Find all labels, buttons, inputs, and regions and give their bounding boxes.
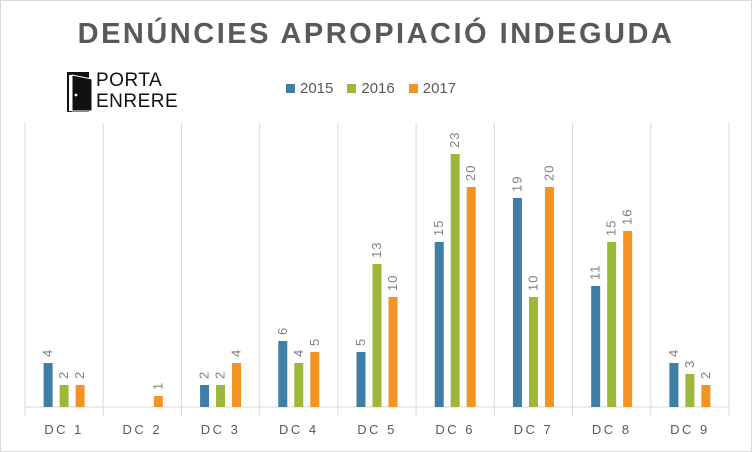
data-label-dc-9-2016: 3 — [682, 360, 697, 368]
data-label-dc-4-2017: 5 — [307, 338, 322, 346]
data-label-dc-2-2017: 1 — [150, 382, 165, 390]
bar-dc-9-2017 — [701, 385, 711, 407]
bar-dc-1-2016 — [59, 385, 69, 407]
x-tick-label-dc-4: DC 4 — [279, 422, 319, 437]
legend-label-2015: 2015 — [300, 80, 334, 97]
x-tick-label-dc-8: DC 8 — [592, 422, 632, 437]
legend-label-2017: 2017 — [422, 80, 457, 97]
logo-text-porta: PORTA — [96, 70, 163, 91]
bar-dc-5-2017 — [388, 297, 398, 407]
legend-item-2015: 2015 — [286, 80, 333, 97]
data-label-dc-3-2015: 2 — [197, 371, 212, 379]
bar-dc-7-2015 — [512, 198, 522, 407]
data-label-dc-9-2017: 2 — [698, 371, 713, 379]
logo-text-enrere: ENRERE — [96, 91, 179, 112]
data-label-dc-4-2016: 4 — [291, 349, 306, 357]
data-label-dc-6-2016: 23 — [447, 132, 462, 148]
x-tick-label-dc-5: DC 5 — [357, 422, 397, 437]
x-tick-label-dc-7: DC 7 — [514, 422, 554, 437]
bar-dc-7-2017 — [544, 187, 554, 407]
bar-dc-8-2015 — [591, 286, 601, 407]
legend-swatch-2017 — [408, 84, 418, 93]
data-label-dc-8-2017: 16 — [620, 209, 635, 225]
bar-dc-8-2017 — [623, 231, 633, 407]
bar-dc-9-2015 — [669, 363, 679, 407]
chart-title: DENÚNCIES APROPIACIÓ INDEGUDA — [77, 18, 675, 50]
legend-swatch-2015 — [286, 84, 295, 93]
bar-dc-6-2017 — [466, 187, 476, 407]
data-label-dc-6-2017: 20 — [463, 165, 478, 181]
data-label-dc-1-2015: 4 — [40, 349, 55, 357]
data-label-dc-8-2015: 11 — [588, 265, 603, 281]
bar-dc-1-2015 — [43, 363, 53, 407]
bar-dc-1-2017 — [75, 385, 85, 407]
data-label-dc-3-2017: 4 — [229, 349, 244, 357]
porta-enrere-logo: PORTA ENRERE — [66, 70, 178, 114]
bar-dc-4-2015 — [278, 341, 288, 407]
legend-label-2016: 2016 — [361, 80, 395, 97]
data-label-dc-6-2015: 15 — [431, 220, 446, 236]
bar-dc-3-2015 — [200, 385, 210, 407]
x-tick-label-dc-3: DC 3 — [201, 422, 241, 437]
bar-dc-9-2016 — [685, 374, 695, 407]
data-label-dc-5-2015: 5 — [353, 338, 368, 346]
data-label-dc-1-2016: 2 — [56, 371, 71, 379]
data-label-dc-7-2015: 19 — [509, 176, 524, 192]
data-label-dc-1-2017: 2 — [72, 371, 87, 379]
bar-dc-6-2016 — [450, 154, 460, 407]
bar-dc-4-2016 — [294, 363, 304, 407]
bar-dc-3-2016 — [216, 385, 226, 407]
data-label-dc-3-2016: 2 — [213, 371, 228, 379]
data-label-dc-8-2016: 15 — [604, 220, 619, 236]
legend-swatch-2016 — [347, 84, 357, 93]
bar-dc-8-2016 — [607, 242, 617, 407]
x-tick-label-dc-2: DC 2 — [123, 422, 163, 437]
chart-legend: 2015 2016 2017 — [286, 80, 456, 97]
data-label-dc-7-2016: 10 — [525, 275, 540, 291]
x-tick-label-dc-1: DC 1 — [44, 422, 84, 437]
data-label-dc-5-2017: 10 — [385, 275, 400, 291]
bar-dc-5-2015 — [356, 352, 366, 407]
data-label-dc-7-2017: 20 — [541, 165, 556, 181]
bar-dc-2-2017 — [153, 396, 163, 407]
data-label-dc-9-2015: 4 — [666, 349, 681, 357]
bar-dc-4-2017 — [310, 352, 320, 407]
bar-dc-3-2017 — [232, 363, 242, 407]
x-tick-label-dc-6: DC 6 — [435, 422, 475, 437]
bar-dc-6-2015 — [434, 242, 444, 407]
door-icon — [67, 72, 93, 112]
legend-item-2016: 2016 — [347, 80, 395, 97]
bar-dc-5-2016 — [372, 264, 382, 407]
x-tick-label-dc-9: DC 9 — [670, 422, 710, 437]
data-label-dc-4-2015: 6 — [275, 327, 290, 335]
data-label-dc-5-2016: 13 — [369, 242, 384, 258]
legend-item-2017: 2017 — [408, 80, 457, 97]
bar-dc-7-2016 — [528, 297, 538, 407]
